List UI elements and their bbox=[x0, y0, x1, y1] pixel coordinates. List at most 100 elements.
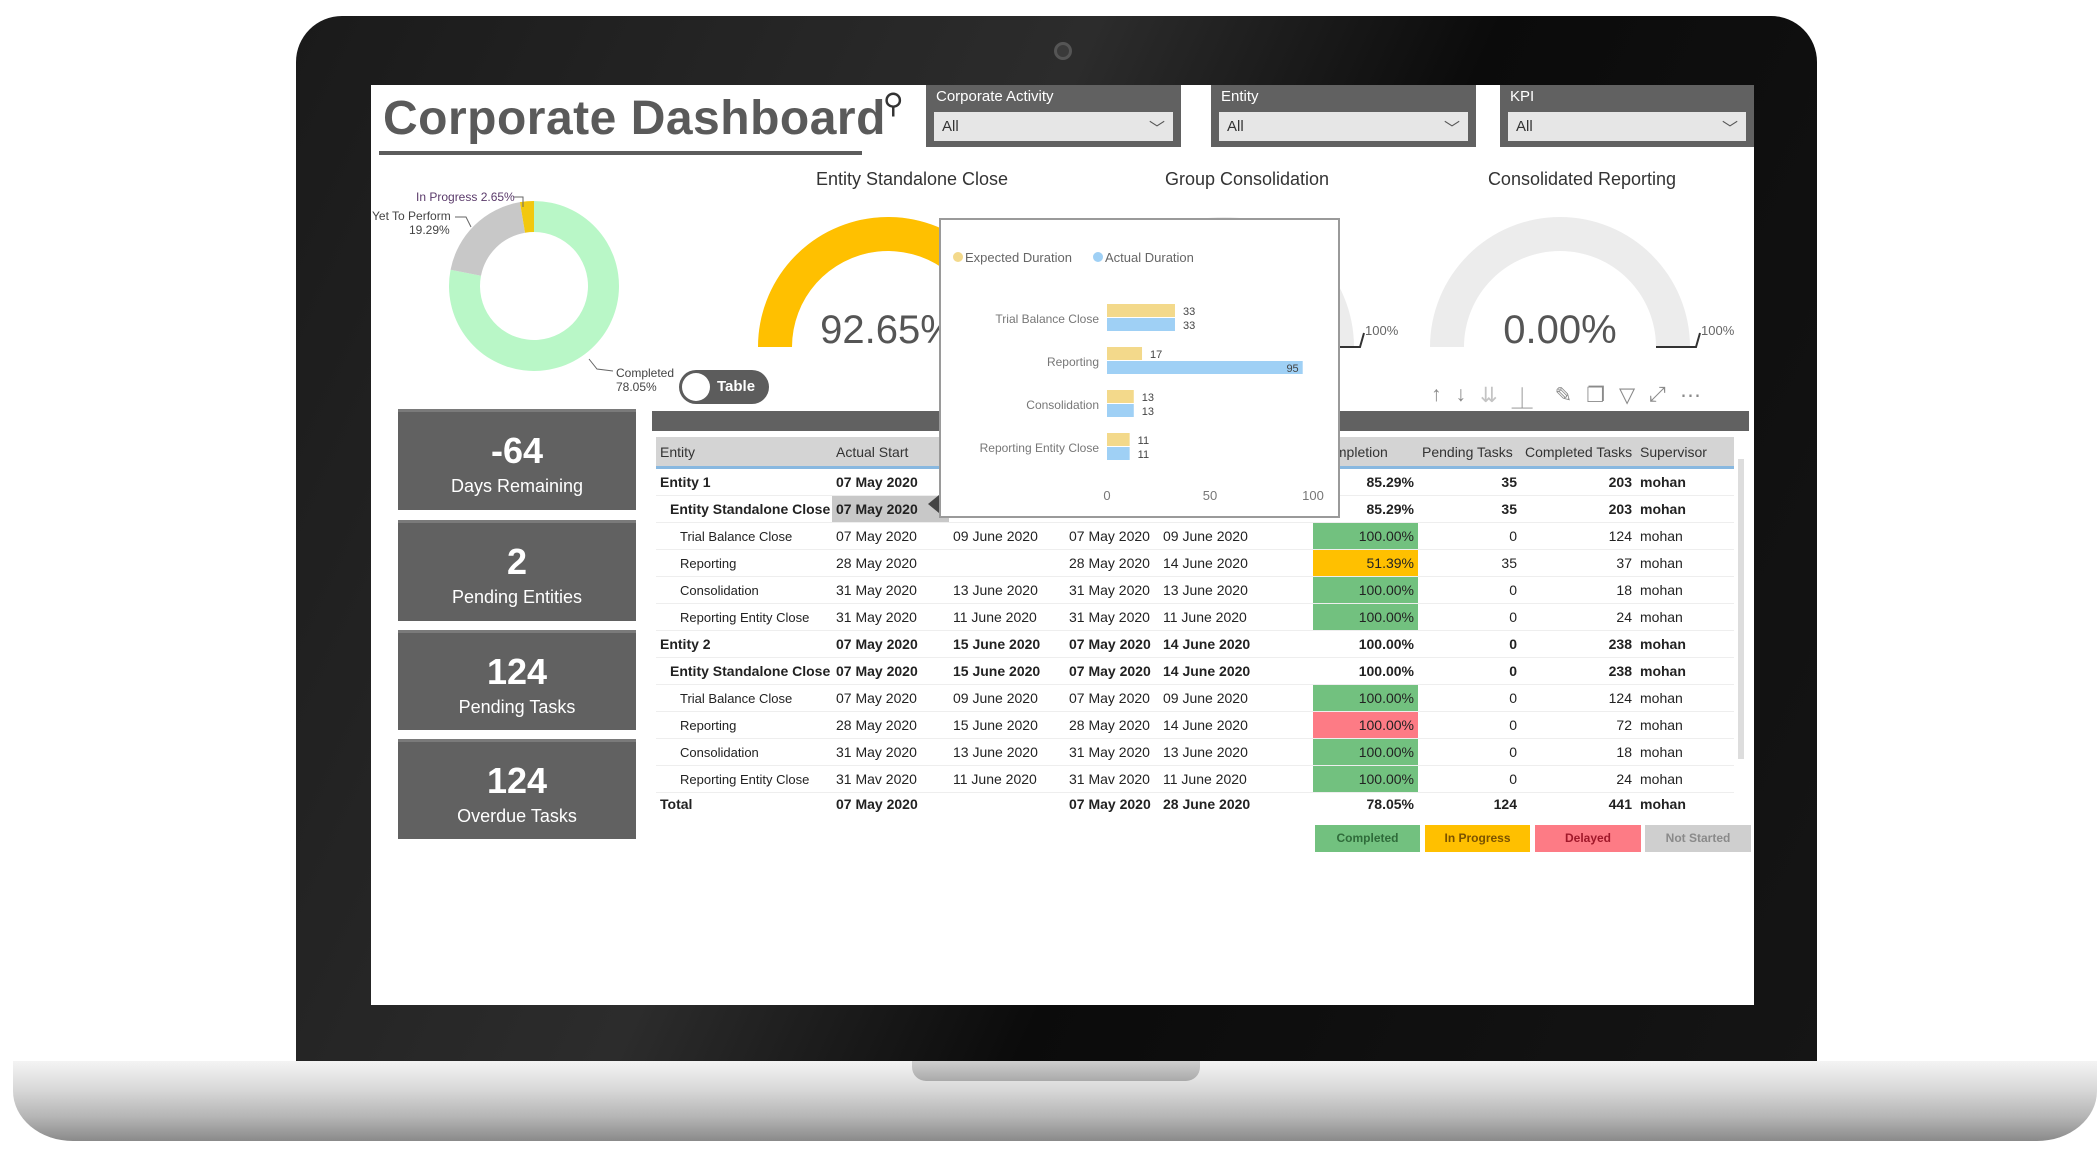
category-label: Consolidation bbox=[1026, 398, 1099, 412]
slicer-value: All bbox=[942, 118, 959, 135]
donut-label: In Progress 2.65% bbox=[416, 190, 515, 204]
donut-slice[interactable] bbox=[450, 202, 526, 276]
row-label: Total bbox=[660, 796, 693, 812]
slicer-dropdown[interactable]: All ﹀ bbox=[1508, 112, 1746, 141]
cell: 07 May 2020 bbox=[1069, 690, 1150, 706]
cell: 07 May 2020 bbox=[1069, 663, 1151, 679]
cell: mohan bbox=[1640, 690, 1683, 706]
gauge-value: 92.65% bbox=[820, 308, 956, 352]
kpi-value: 124 bbox=[486, 760, 548, 801]
kpi-card-days-remaining: -64 Days Remaining bbox=[398, 409, 636, 510]
cell: mohan bbox=[1640, 796, 1686, 812]
bar[interactable] bbox=[1107, 390, 1134, 403]
cell: 203 bbox=[1608, 501, 1632, 517]
bar[interactable] bbox=[1107, 433, 1130, 446]
cell: 72 bbox=[1616, 717, 1632, 733]
cell: 07 May 2020 bbox=[1069, 636, 1151, 652]
table-total-row[interactable]: Total 07 May 2020 07 May 2020 28 June 2020 7… bbox=[656, 793, 1734, 815]
cell: 24 bbox=[1616, 609, 1632, 625]
cell: 28 May 2020 bbox=[1069, 555, 1150, 571]
cell: 35 bbox=[1501, 555, 1517, 571]
clear-filter-icon[interactable]: ⚲ bbox=[883, 88, 904, 119]
cell: 13 June 2020 bbox=[953, 582, 1038, 598]
laptop-opening-notch bbox=[912, 1061, 1200, 1081]
bar[interactable] bbox=[1107, 347, 1143, 360]
kpi-card-pending-tasks: 124 Pending Tasks bbox=[398, 630, 636, 730]
cell: 0 bbox=[1509, 771, 1517, 787]
slicer-dropdown[interactable]: All ﹀ bbox=[934, 112, 1173, 141]
tooltip-pointer bbox=[928, 495, 939, 513]
pin-icon[interactable]: ✎ bbox=[1554, 384, 1573, 407]
cell: 100.00% bbox=[1313, 604, 1418, 630]
donut-slice[interactable] bbox=[519, 201, 534, 233]
bar[interactable] bbox=[1107, 361, 1303, 374]
cell: mohan bbox=[1640, 582, 1683, 598]
kpi-label: Overdue Tasks bbox=[457, 806, 577, 826]
kpi-value: 124 bbox=[486, 651, 548, 692]
donut-label: Completed bbox=[616, 366, 674, 380]
table-row[interactable]: Trial Balance Close 07 May 2020 09 June 20… bbox=[656, 685, 1734, 712]
table-row[interactable]: Entity Standalone Close 07 May 2020 15 Jun… bbox=[656, 658, 1734, 685]
table-row[interactable]: Consolidation 31 May 2020 13 June 2020 31 M… bbox=[656, 739, 1734, 766]
webcam bbox=[1054, 42, 1072, 60]
arrow-up-icon[interactable]: ↑ bbox=[1431, 383, 1442, 406]
table-row[interactable]: Reporting Entity Close 31 May 2020 11 June… bbox=[656, 604, 1734, 631]
cell: 124 bbox=[1608, 528, 1632, 544]
copy-icon[interactable]: ❐ bbox=[1586, 384, 1606, 407]
table-row[interactable]: Reporting 28 May 2020 15 June 2020 28 May 2… bbox=[656, 712, 1734, 739]
row-label: Entity 2 bbox=[660, 636, 711, 652]
row-label: Reporting Entity Close bbox=[680, 609, 810, 625]
scrollbar-thumb[interactable] bbox=[1738, 459, 1744, 759]
cell: 0 bbox=[1509, 717, 1517, 733]
bar[interactable] bbox=[1107, 404, 1134, 417]
cell: 31 May 2020 bbox=[836, 744, 917, 760]
table-toggle[interactable]: Table bbox=[679, 370, 769, 404]
row-label: Trial Balance Close bbox=[680, 528, 793, 544]
slicer-label: Entity bbox=[1221, 88, 1259, 105]
bar[interactable] bbox=[1107, 304, 1175, 317]
slicer-entity[interactable]: Entity All ﹀ bbox=[1211, 85, 1476, 147]
cell: 09 June 2020 bbox=[953, 690, 1038, 706]
cell: 31 May 2020 bbox=[836, 582, 917, 598]
donut-label-value: 19.29% bbox=[409, 223, 450, 237]
legend-entry: Actual Duration bbox=[1105, 250, 1194, 265]
table-scrollbar[interactable] bbox=[1735, 441, 1747, 801]
slicer-dropdown[interactable]: All ﹀ bbox=[1219, 112, 1468, 141]
bar[interactable] bbox=[1107, 447, 1130, 460]
table-row[interactable]: Reporting 28 May 2020 28 May 2020 14 June 2… bbox=[656, 550, 1734, 577]
kpi-label: Pending Tasks bbox=[458, 697, 576, 717]
more-options-icon[interactable]: ⋯ bbox=[1680, 384, 1702, 407]
table-row[interactable]: Entity 2 07 May 2020 15 June 2020 07 May 20… bbox=[656, 631, 1734, 658]
filter-icon[interactable]: ▽ bbox=[1619, 384, 1636, 407]
cell: 100.00% bbox=[1313, 766, 1418, 792]
kpi-label: Days Remaining bbox=[450, 476, 584, 496]
cell: 28 May 2020 bbox=[836, 555, 917, 571]
donut-slice[interactable] bbox=[449, 201, 619, 371]
row-label: Trial Balance Close bbox=[680, 690, 793, 706]
data-label: 11 bbox=[1138, 435, 1149, 447]
focus-mode-icon[interactable]: ⤢ bbox=[1649, 383, 1667, 406]
arrow-down-icon[interactable]: ↓ bbox=[1455, 383, 1467, 406]
cell: 51.39% bbox=[1313, 550, 1418, 576]
cell: 0 bbox=[1509, 690, 1517, 706]
visual-toolbar: ↑ ↓ ⇊ ⏊ ✎ ❐ ▽ ⤢ ⋯ bbox=[1431, 383, 1701, 413]
slicer-corporate-activity[interactable]: Corporate Activity All ﹀ bbox=[926, 85, 1181, 147]
cell: 100.00% bbox=[1313, 685, 1418, 711]
legend-in-progress: In Progress bbox=[1425, 825, 1530, 852]
cell: 24 bbox=[1616, 771, 1632, 787]
cell: 31 Mav 2020 bbox=[1069, 771, 1150, 787]
table-row[interactable]: Trial Balance Close 07 May 2020 09 June 20… bbox=[656, 523, 1734, 550]
bar[interactable] bbox=[1107, 318, 1175, 331]
hierarchy-icon[interactable]: ⏊ bbox=[1511, 388, 1533, 411]
legend-not-started: Not Started bbox=[1645, 825, 1751, 852]
cell: 14 June 2020 bbox=[1163, 636, 1251, 652]
table-row[interactable]: Reporting Entity Close 31 Mav 2020 11 June… bbox=[656, 766, 1734, 793]
expand-all-icon[interactable]: ⇊ bbox=[1480, 384, 1498, 407]
column-header: Pending Tasks bbox=[1422, 443, 1513, 460]
slicer-kpi[interactable]: KPI All ﹀ bbox=[1500, 85, 1754, 147]
cell: 07 May 2020 bbox=[836, 528, 917, 544]
cell: 13 June 2020 bbox=[1163, 582, 1248, 598]
leader-line bbox=[514, 196, 524, 207]
data-label: 95 bbox=[1286, 363, 1298, 375]
table-row[interactable]: Consolidation 31 May 2020 13 June 2020 31 M… bbox=[656, 577, 1734, 604]
